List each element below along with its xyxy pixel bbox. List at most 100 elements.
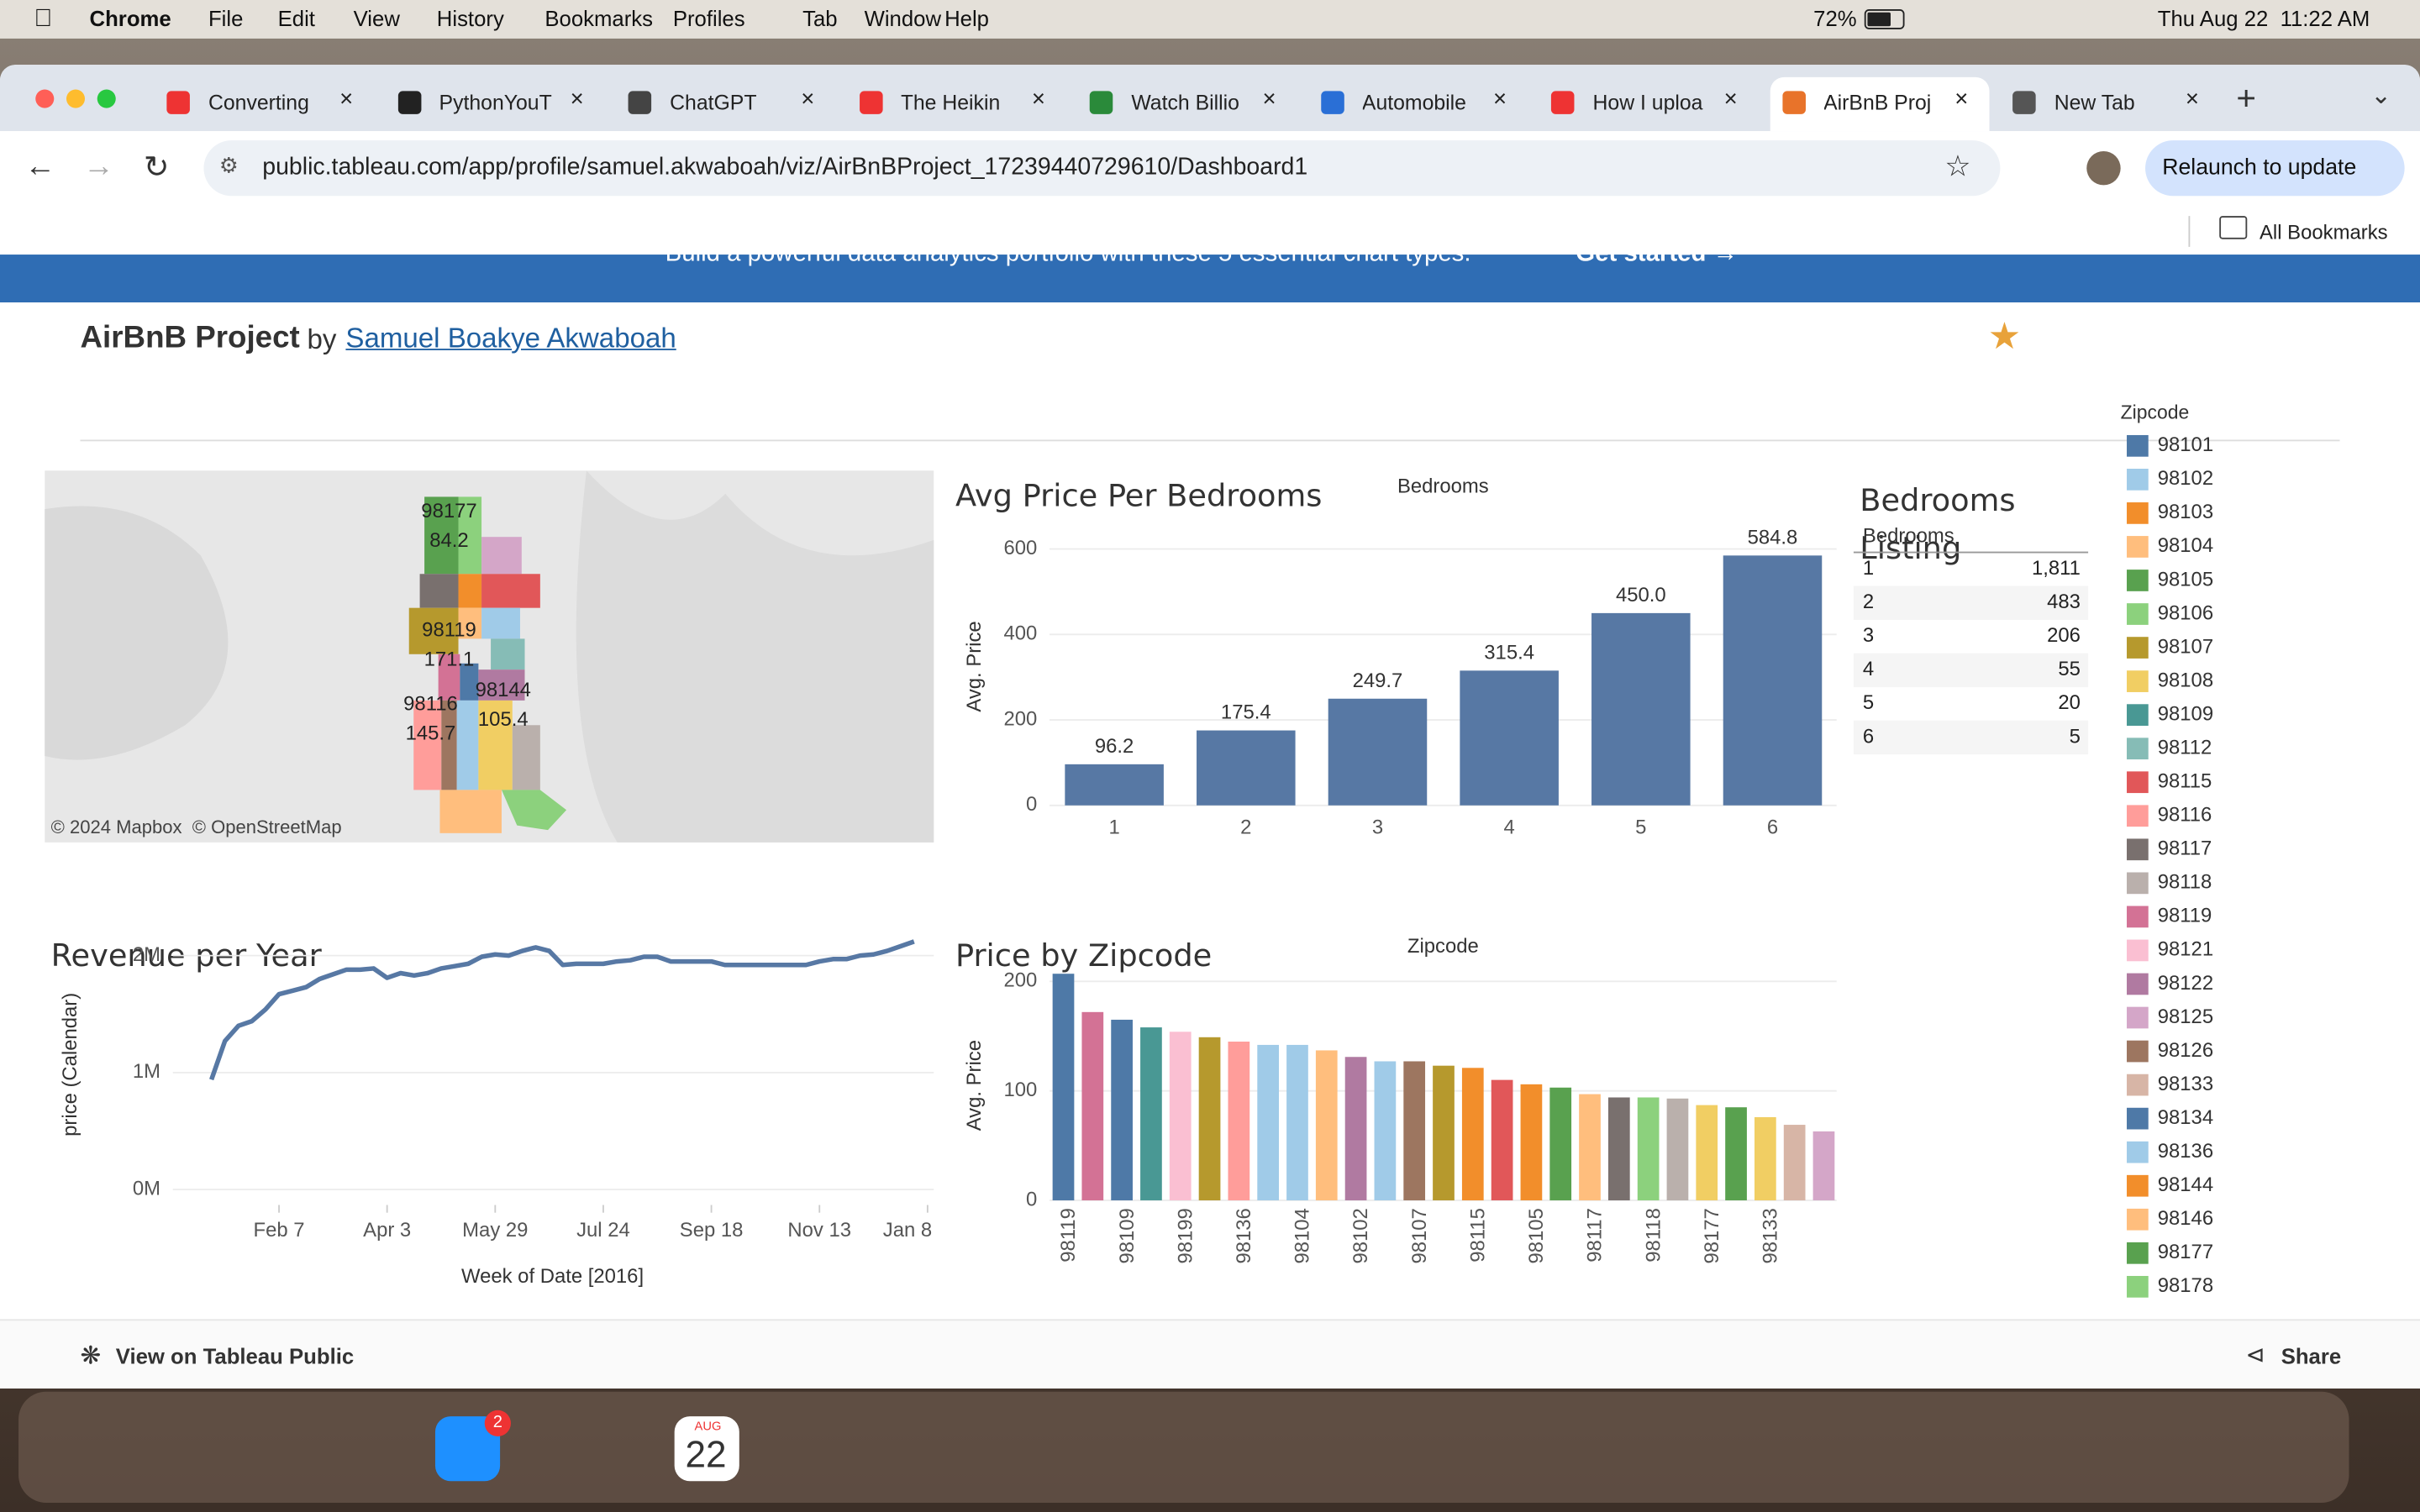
legend-title: Zipcode [2121,401,2190,423]
back-button[interactable]: ← [24,150,56,184]
reload-button[interactable]: ↻ [143,151,170,186]
tab-search[interactable]: ⌄ [2370,83,2391,110]
banner-link[interactable]: Get started → [1576,255,1738,269]
tab[interactable]: Automobile × [1308,77,1528,131]
map-attribution: © 2024 Mapbox © OpenStreetMap [51,816,342,837]
tab[interactable]: New Tab × [2000,77,2219,131]
address-bar[interactable]: ⚙ public.tableau.com/app/profile/samuel.… [203,140,2001,197]
author-link[interactable]: Samuel Boakye Akwaboah [345,322,676,354]
x-tick-label: 98109 [1116,1208,1139,1263]
bar [1065,764,1164,806]
calendar-icon[interactable]: AUG 22 [674,1416,739,1482]
table-cell: 3 [1863,624,1874,647]
legend-swatch [2127,1006,2149,1029]
legend-swatch [2127,805,2149,827]
bar [1374,1061,1397,1200]
tab-close[interactable]: × [1493,86,1507,113]
legend-label: 98103 [2158,501,2213,523]
zip-area [438,654,460,701]
bar [1433,1065,1455,1200]
menu-item[interactable]: Help [944,6,989,31]
tab-close[interactable]: × [1954,86,1969,113]
apple-menu[interactable]:  [34,6,52,34]
menu-item[interactable]: Window [864,6,942,31]
tab[interactable]: How I uploa × [1539,77,1758,131]
viz-title: AirBnB Project [80,321,300,355]
url[interactable]: public.tableau.com/app/profile/samuel.ak… [262,154,1308,181]
y-tick-label: 400 [1003,622,1037,645]
tab[interactable]: AirBnB Proj × [1769,76,1989,132]
menu-item[interactable]: Edit [277,6,315,31]
app-name[interactable]: Chrome [89,6,171,31]
tab-close[interactable]: × [1723,86,1738,113]
zip-area [441,700,457,790]
folder-icon [2219,216,2248,239]
tab[interactable]: Converting × [155,77,374,131]
x-tick-label: 4 [1504,816,1515,839]
map-label-value: 105.4 [478,708,529,731]
battery-percent: 72% [1813,6,1857,31]
y-tick-label: 0M [133,1177,160,1200]
y-tick-label: 200 [1003,707,1037,730]
close-window[interactable] [35,89,55,108]
tab-favicon [1089,91,1113,114]
x-tick-label: 98104 [1292,1208,1314,1263]
tab-close[interactable]: × [1262,86,1276,113]
table-cell: 6 [1863,725,1874,748]
menu-item[interactable]: Tab [802,6,838,31]
x-tick-label: 98102 [1349,1208,1372,1263]
table-cell: 483 [2047,591,2081,613]
battery-icon[interactable] [1864,9,1905,29]
relaunch-button[interactable]: Relaunch to update [2145,140,2405,197]
tab[interactable]: ChatGPT × [616,77,835,131]
tab-favicon [1320,91,1344,114]
zip-area [439,790,502,833]
calendar-day: 22 [685,1435,727,1477]
tab[interactable]: PythonYouT × [385,77,604,131]
bar [1491,1079,1513,1200]
share-button[interactable]: Share [2281,1343,2342,1369]
bookmark-star[interactable]: ☆ [1944,151,1971,184]
legend-swatch [2127,973,2149,995]
profile-avatar[interactable] [2086,151,2121,186]
menu-item[interactable]: Profiles [672,6,745,31]
tab-close[interactable]: × [570,86,584,113]
forward-button[interactable]: → [83,150,114,184]
bedroom-title: Avg Price Per Bedrooms [955,476,1323,514]
zip-area [491,638,525,670]
menu-item[interactable]: View [353,6,400,31]
bar [1052,974,1075,1200]
view-on-tableau[interactable]: View on Tableau Public [115,1343,355,1369]
zip-area [456,700,479,790]
tab[interactable]: Watch Billio × [1077,77,1297,131]
x-tick-label: 98133 [1760,1208,1782,1263]
bar [1812,1131,1835,1200]
bar [1460,670,1559,806]
tab[interactable]: The Heikin × [846,77,1065,131]
new-tab-button[interactable]: + [2236,78,2257,118]
y-axis-label: Avg. Price [963,1040,986,1131]
banner-text: Build a powerful data analytics portfoli… [666,255,1471,269]
legend-swatch [2127,1208,2149,1231]
tab-close[interactable]: × [339,86,354,113]
minimize-window[interactable] [66,89,86,108]
menu-item[interactable]: Bookmarks [544,6,653,31]
tab-close[interactable]: × [801,86,815,113]
clock[interactable]: Thu Aug 22 11:22 AM [2157,6,2370,31]
x-tick-label: 3 [1372,816,1383,839]
menu-item[interactable]: History [436,6,504,31]
x-tick-label: 98199 [1174,1208,1197,1263]
legend-swatch [2127,1040,2149,1063]
legend-label: 98109 [2158,702,2213,725]
zip-area [478,669,525,701]
tab-close[interactable]: × [1031,86,1045,113]
zoom-window[interactable] [97,89,116,108]
site-info[interactable]: ⚙ [218,152,239,178]
zip-area [478,700,513,790]
menu-item[interactable]: File [208,6,244,31]
bar [1579,1094,1601,1200]
favorite-star[interactable]: ★ [1987,316,2022,359]
legend-label: 98134 [2158,1106,2213,1129]
tab-close[interactable]: × [2185,86,2199,113]
all-bookmarks[interactable]: All Bookmarks [2259,220,2388,244]
